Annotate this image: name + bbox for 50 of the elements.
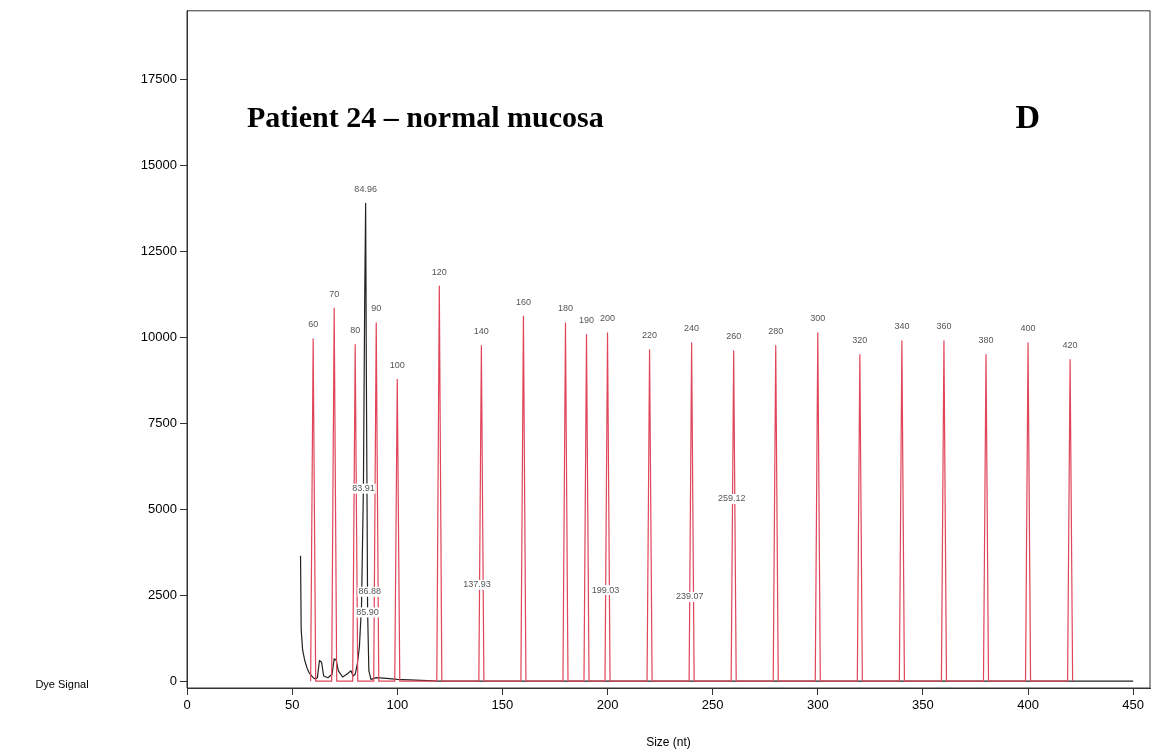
annotation: 300	[810, 313, 826, 324]
annotation: 100	[389, 359, 405, 370]
annotation: 70	[329, 288, 340, 299]
y-tick-label: 7500	[148, 414, 177, 430]
annotation: 259.12	[718, 493, 746, 504]
x-tick-label: 100	[386, 697, 409, 713]
x-tick-label: 50	[284, 697, 300, 713]
y-tick-label: 0	[169, 672, 177, 688]
annotation: 400	[1020, 323, 1036, 334]
annotation: 137.93	[463, 579, 491, 590]
annotation: 84.96	[354, 183, 377, 194]
annotation: 60	[308, 319, 319, 330]
annotation: 199.03	[591, 584, 620, 595]
annotation: 86.88	[358, 586, 381, 597]
annotation: 239.07	[675, 591, 704, 602]
x-axis-title: Size (nt)	[646, 735, 691, 750]
x-tick-label: 450	[1122, 697, 1145, 713]
annotation: 240	[684, 323, 700, 334]
y-tick-label: 5000	[148, 500, 177, 516]
annotation: 120	[431, 266, 447, 277]
annotation: 200	[600, 313, 616, 324]
y-tick-label: 12500	[140, 243, 177, 259]
annotation: 360	[936, 321, 952, 332]
annotation: 260	[726, 331, 742, 342]
annotation: 280	[768, 326, 784, 337]
annotation: 420	[1062, 340, 1078, 351]
annotation: 380	[978, 335, 994, 346]
annotation: D	[1015, 97, 1040, 135]
x-tick-label: 400	[1017, 697, 1039, 713]
annotation: 190	[578, 315, 595, 326]
x-tick-label: 200	[596, 697, 619, 713]
annotation: 140	[473, 326, 489, 337]
y-tick-label: 15000	[140, 157, 177, 173]
y-tick-label: 10000	[140, 328, 177, 344]
annotation: 340	[894, 321, 910, 332]
x-tick-label: 0	[183, 697, 191, 713]
annotation: 180	[557, 303, 573, 314]
x-tick-label: 300	[806, 697, 829, 713]
annotation: 220	[642, 330, 658, 341]
annotation: 80	[350, 325, 361, 336]
text: Patient 24 – normal mucosa	[247, 99, 604, 133]
y-tick-label: 2500	[148, 586, 177, 602]
y-axis-title: Dye Signal	[35, 678, 89, 691]
annotation: 90	[371, 303, 382, 314]
x-tick-label: 250	[701, 697, 724, 713]
annotation: 320	[852, 335, 868, 346]
annotation: 160	[515, 296, 531, 307]
x-tick-label: 350	[912, 697, 934, 713]
y-tick-label: 17500	[140, 71, 177, 87]
x-tick-label: 150	[491, 697, 514, 713]
